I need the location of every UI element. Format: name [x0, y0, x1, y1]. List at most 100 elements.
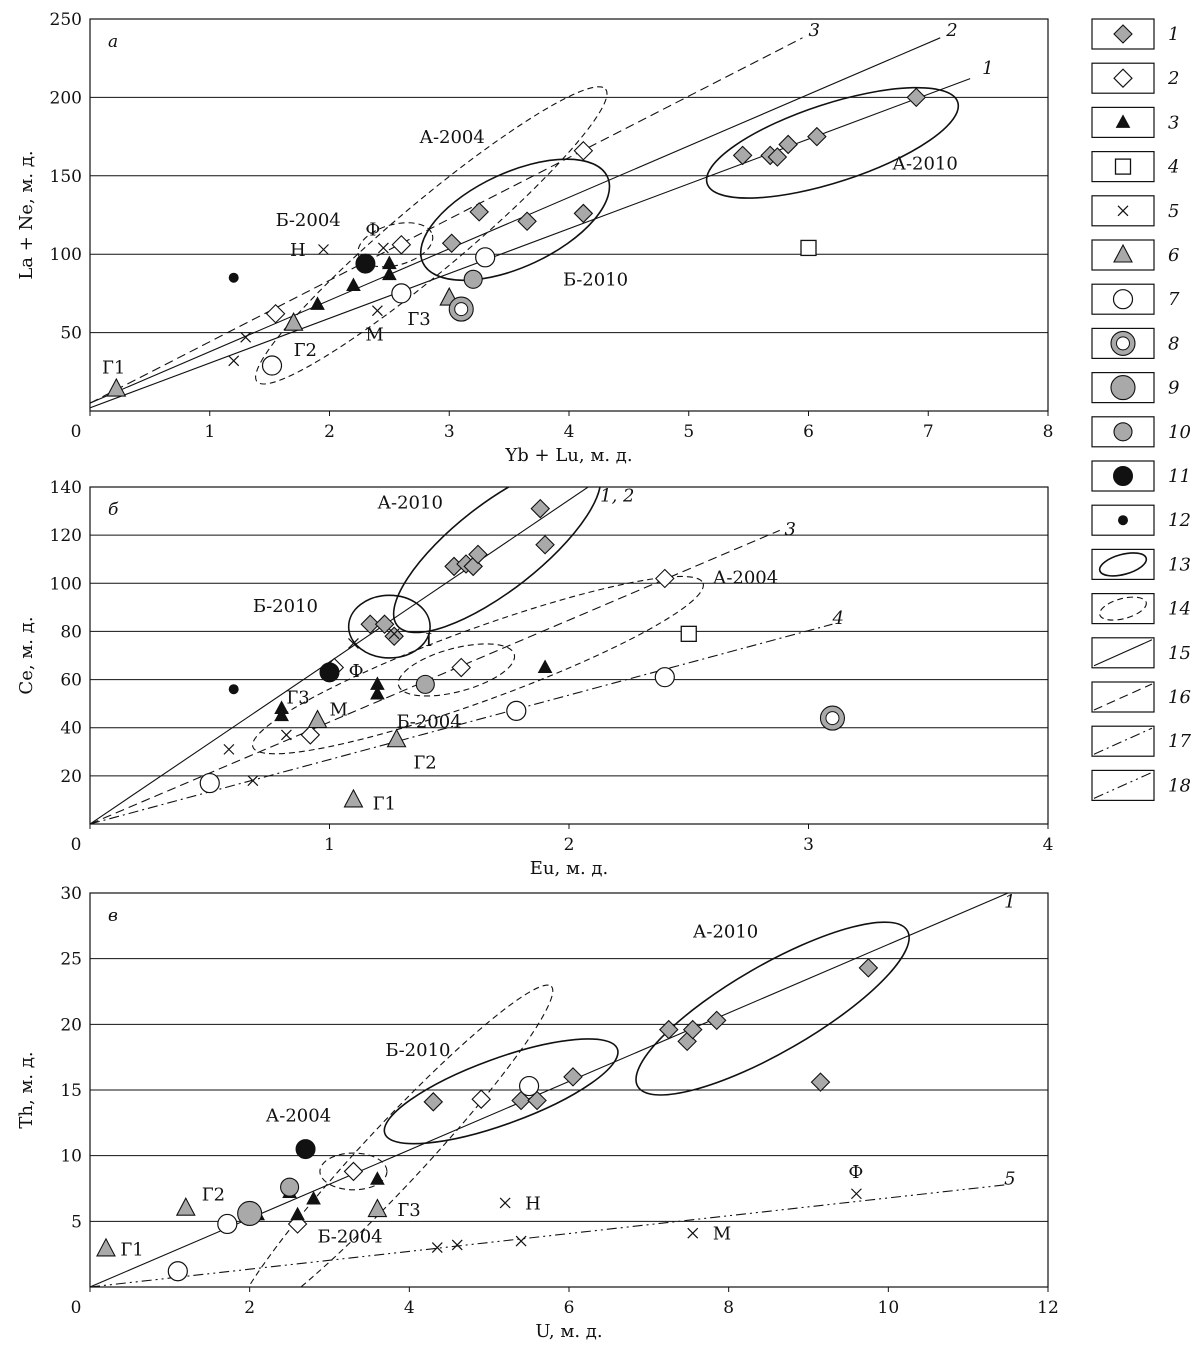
- point-annotation: Б-2004: [276, 210, 341, 231]
- line-number-label: 1: [982, 58, 993, 79]
- data-point: [360, 614, 380, 634]
- data-point: [343, 1161, 364, 1182]
- data-point: [290, 1206, 305, 1221]
- data-point: [506, 700, 527, 721]
- data-point: [370, 1171, 385, 1185]
- y-tick-label: 200: [50, 88, 82, 108]
- data-point: [475, 247, 496, 268]
- x-tick-label: 10: [878, 1298, 900, 1318]
- point-annotation: А-2010: [693, 922, 759, 943]
- plot-area: [90, 487, 846, 824]
- regression-line-3: [90, 37, 803, 404]
- regression-line-2: [90, 37, 941, 404]
- data-point: [265, 304, 286, 324]
- plot-area: [90, 893, 1009, 1287]
- data-point: [343, 788, 364, 808]
- y-tick-label: 140: [50, 478, 82, 498]
- point-annotation: М: [713, 1224, 731, 1245]
- data-point: [535, 534, 555, 555]
- field-ellipse-solid: [635, 921, 910, 1096]
- data-point: [355, 253, 376, 274]
- line-number-label: 3: [809, 20, 820, 41]
- legend-item-2: 2: [1091, 62, 1179, 94]
- legend-label: 1: [1168, 24, 1179, 45]
- data-point: [858, 958, 879, 978]
- chart-panel-2: 20 40 60 80 100 120 140 0 1 2 3 4 Eu, м. д. Ce, м. д.…: [16, 478, 1053, 879]
- data-point: [228, 684, 239, 695]
- legend-label: 2: [1167, 68, 1179, 89]
- x-tick-label: 2: [564, 835, 575, 855]
- data-point: [371, 305, 383, 317]
- point-annotation: М: [330, 700, 348, 721]
- legend-item-17: 17: [1091, 725, 1191, 757]
- data-point: [518, 1075, 540, 1097]
- point-annotation: А-2004: [266, 1106, 332, 1127]
- x-tick-label: 8: [1043, 422, 1054, 442]
- data-point: [850, 1188, 862, 1200]
- legend-item-11: 11: [1091, 460, 1191, 492]
- legend-label: 7: [1168, 289, 1180, 310]
- point-annotation: Г2: [202, 1184, 225, 1205]
- x-tick-label: 5: [683, 422, 694, 442]
- data-point: [306, 1190, 321, 1205]
- data-point: [391, 283, 412, 304]
- point-annotation: Г2: [294, 340, 317, 361]
- x-tick-label: 3: [444, 422, 455, 442]
- data-point: [810, 1072, 831, 1092]
- data-point: [515, 1235, 527, 1247]
- point-annotation: Б-2010: [385, 1040, 450, 1061]
- x-tick-label: 7: [923, 422, 934, 442]
- data-point: [471, 1089, 491, 1109]
- legend-item-6: 6: [1091, 239, 1179, 271]
- data-point: [280, 729, 292, 741]
- y-tick-label: 5: [71, 1212, 82, 1232]
- data-point: [680, 625, 697, 642]
- point-annotation: Б-2004: [318, 1226, 383, 1247]
- y-tick-label: 40: [60, 719, 82, 739]
- y-axis-label: Ce, м. д.: [16, 616, 37, 694]
- data-point: [463, 269, 483, 289]
- legend-item-18: 18: [1091, 769, 1191, 802]
- data-point: [655, 568, 675, 589]
- data-point: [295, 1139, 316, 1160]
- panel-letter: в: [108, 906, 118, 926]
- legend-label: 3: [1168, 112, 1179, 133]
- data-point: [391, 235, 412, 255]
- field-ellipse-dashed: [357, 222, 434, 268]
- legend-label: 13: [1168, 554, 1191, 575]
- legend-marker: [1113, 24, 1133, 44]
- y-tick-label: 250: [50, 10, 82, 30]
- legend-marker: [1110, 375, 1136, 401]
- y-tick-label: 100: [50, 574, 82, 594]
- x-tick-label: 0: [71, 1298, 82, 1318]
- data-point: [423, 1092, 444, 1112]
- x-tick-label: 0: [71, 835, 82, 855]
- data-point: [261, 355, 283, 376]
- legend-item-9: 9: [1091, 372, 1179, 404]
- legend-item-7: 7: [1091, 283, 1180, 315]
- data-point: [441, 233, 462, 254]
- data-point: [106, 377, 127, 397]
- point-annotation: А-2004: [419, 127, 485, 148]
- y-tick-label: 15: [60, 1081, 82, 1101]
- legend-label: 4: [1167, 157, 1179, 178]
- regression-line-1--2: [90, 487, 589, 824]
- legend-item-5: 5: [1091, 195, 1179, 227]
- plot-area: [90, 37, 971, 409]
- legend-item-1: 1: [1091, 18, 1179, 50]
- legend-item-8: 8: [1091, 327, 1179, 359]
- legend-label: 18: [1168, 775, 1191, 796]
- legend-box: [1091, 106, 1155, 139]
- x-axis-label: Eu, м. д.: [530, 858, 608, 879]
- data-point: [451, 1239, 463, 1251]
- data-point: [247, 775, 259, 787]
- point-annotation: Ф: [349, 661, 364, 682]
- legend-item-4: 4: [1091, 151, 1179, 183]
- data-point: [537, 659, 553, 674]
- legend-label: 6: [1168, 245, 1179, 266]
- data-point: [530, 498, 551, 519]
- legend-line: [1093, 639, 1153, 667]
- point-annotation: А-2010: [892, 154, 958, 175]
- data-point: [348, 638, 359, 649]
- point-annotation: М: [365, 324, 383, 345]
